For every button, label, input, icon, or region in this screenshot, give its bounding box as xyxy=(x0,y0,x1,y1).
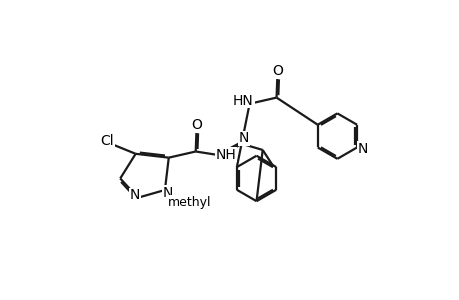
Text: N: N xyxy=(239,131,249,146)
Text: N: N xyxy=(357,142,367,156)
Text: HN: HN xyxy=(233,94,253,108)
Text: O: O xyxy=(190,118,202,132)
Text: methyl: methyl xyxy=(168,196,211,209)
Text: NH: NH xyxy=(215,148,235,162)
Text: N: N xyxy=(162,186,173,200)
Text: O: O xyxy=(271,64,282,78)
Text: Cl: Cl xyxy=(100,134,114,148)
Text: N: N xyxy=(129,188,140,203)
